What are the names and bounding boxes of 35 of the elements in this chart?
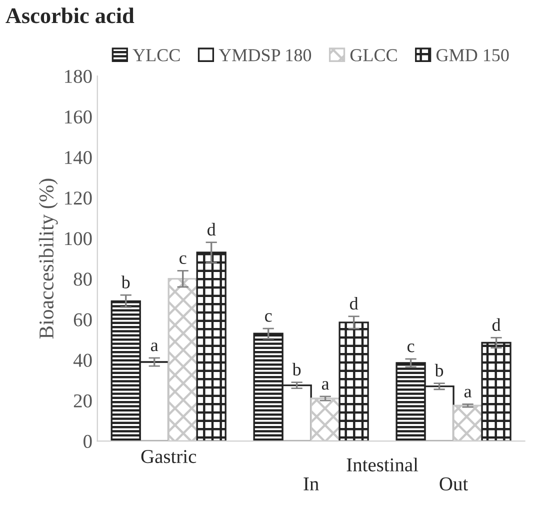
- y-axis-title: Bioaccesibility (%): [38, 178, 58, 339]
- y-tick-label: 120: [65, 192, 92, 205]
- bar: [196, 252, 226, 442]
- legend-label: YMDSP 180: [218, 49, 312, 62]
- y-tick-label: 140: [65, 150, 92, 164]
- legend-label: GMD 150: [436, 49, 509, 62]
- x-tick-label: Gastric: [141, 450, 196, 464]
- x-tick-label: In: [304, 478, 319, 490]
- data-label: c: [407, 344, 414, 352]
- data-label: d: [492, 318, 501, 331]
- data-label: d: [350, 296, 358, 310]
- y-tick-label: 40: [73, 354, 92, 367]
- bar: [338, 322, 369, 442]
- y-tick-label: 0: [84, 434, 92, 448]
- data-label: b: [121, 276, 130, 288]
- bar: [481, 342, 512, 442]
- data-label: b: [292, 362, 301, 376]
- y-tick-label: 20: [74, 394, 92, 408]
- y-tick-label: 160: [65, 110, 92, 124]
- chart-title: Ascorbic acid: [6, 8, 134, 24]
- y-tick-label: 80: [74, 272, 92, 286]
- data-label: c: [180, 255, 186, 264]
- data-label: a: [322, 381, 330, 390]
- legend-label: YLCC: [132, 49, 180, 62]
- y-tick-label: 100: [65, 232, 92, 246]
- x-tick-label: Out: [440, 477, 468, 490]
- text: Intestinal: [346, 458, 418, 472]
- y-tick-label: 180: [65, 70, 92, 83]
- legend-label: GLCC: [350, 49, 397, 62]
- data-label: d: [207, 222, 216, 236]
- data-label: a: [150, 342, 158, 352]
- data-label: a: [464, 388, 472, 398]
- y-tick-label: 60: [74, 313, 92, 326]
- data-label: c: [265, 313, 272, 322]
- data-label: b: [434, 364, 444, 377]
